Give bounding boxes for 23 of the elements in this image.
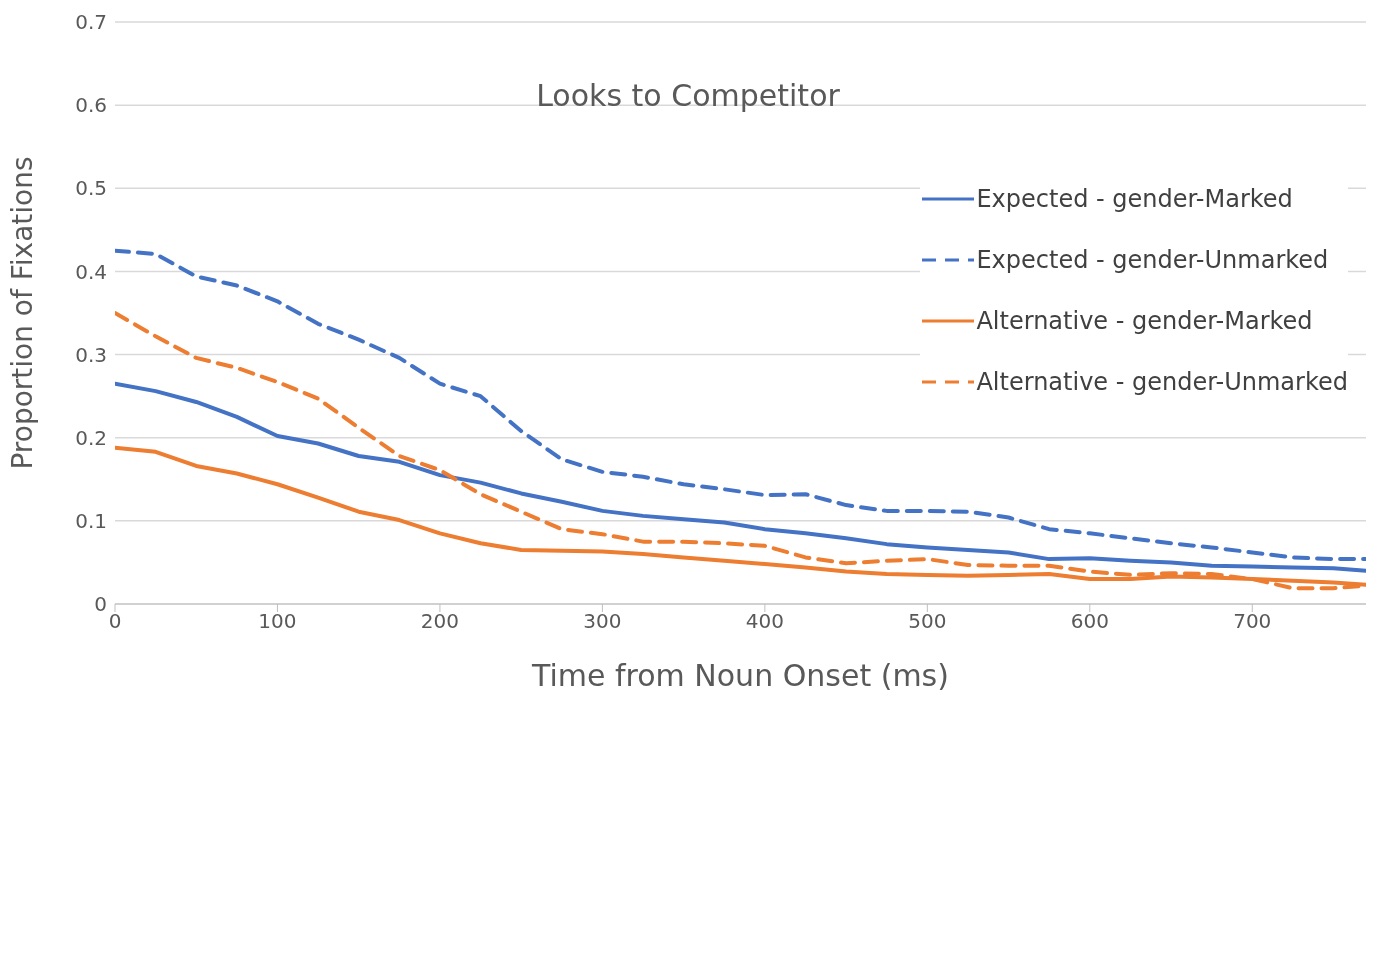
legend-label: Alternative - gender-Marked <box>976 306 1313 335</box>
y-axis-title: Proportion of Fixations <box>5 156 39 470</box>
legend-label: Alternative - gender-Unmarked <box>976 367 1348 396</box>
x-tick-label: 200 <box>420 609 460 634</box>
y-tick-label: 0.7 <box>75 10 107 35</box>
y-tick-label: 0.6 <box>75 93 107 118</box>
y-tick-label: 0 <box>94 592 107 617</box>
y-tick-label: 0.3 <box>75 342 107 367</box>
x-tick-label: 700 <box>1233 609 1272 634</box>
y-tick-label: 0.4 <box>75 259 107 284</box>
x-axis-title: Time from Noun Onset (ms) <box>531 658 949 693</box>
y-tick-label: 0.2 <box>75 425 107 450</box>
x-tick-label: 500 <box>908 609 947 634</box>
x-tick-label: 100 <box>258 609 297 634</box>
x-tick-label: 600 <box>1070 609 1109 634</box>
legend-label: Expected - gender-Unmarked <box>976 245 1329 274</box>
text: Looks to Competitor <box>536 78 840 113</box>
y-tick-label: 0.1 <box>75 508 107 533</box>
x-tick-label: 400 <box>745 609 784 634</box>
line-series <box>115 248 1366 562</box>
legend-label: Expected - gender-Marked <box>976 184 1293 213</box>
y-tick-label: 0.5 <box>75 176 107 201</box>
x-tick-label: 300 <box>583 609 622 634</box>
